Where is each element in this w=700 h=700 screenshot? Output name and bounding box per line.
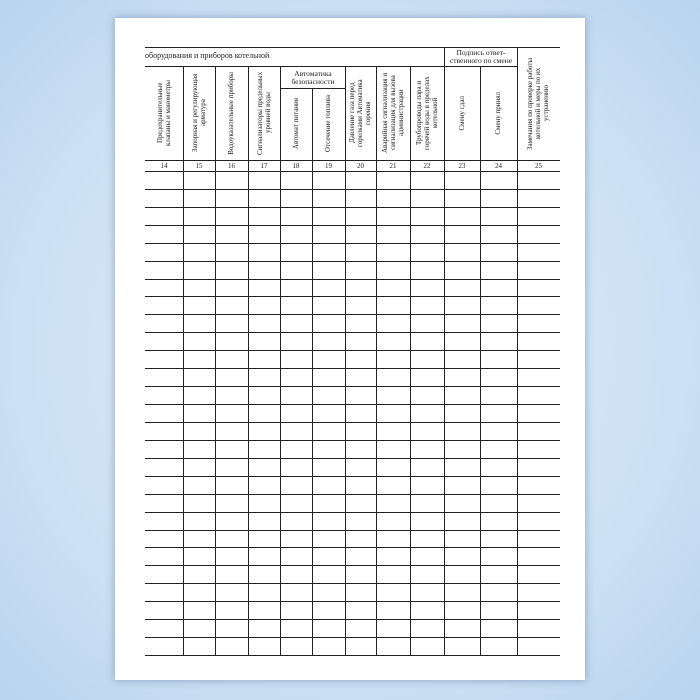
column-divider: [183, 66, 184, 655]
table-row: [145, 565, 560, 567]
column-header: Сигнализаторы предельных уровней воды: [248, 70, 280, 156]
column-header-label: Запорная и регулирующая арматура: [190, 73, 207, 153]
table-row: [145, 404, 560, 406]
table-row: [145, 529, 560, 531]
table-row: [145, 296, 560, 298]
column-number: 18: [292, 162, 300, 170]
column-number: 22: [423, 162, 431, 170]
table-top-border: [145, 47, 560, 48]
column-header: Предохранительные клапаны и манометры: [145, 70, 183, 156]
title-underline: [145, 66, 444, 67]
table-row: [145, 493, 560, 495]
column-number: 21: [389, 162, 397, 170]
column-header: Автомат питания: [280, 92, 312, 156]
table-title: оборудования и приборов котельной: [145, 51, 270, 60]
journal-page: оборудования и приборов котельной Автома…: [115, 18, 585, 680]
column-number: 19: [325, 162, 332, 170]
table-row: [145, 206, 560, 208]
group-header-signature: Подпись ответ-ственного по смене: [449, 48, 513, 66]
column-number: 24: [495, 162, 502, 170]
column-divider: [410, 66, 411, 655]
column-header-label: Предохранительные клапаны и манометры: [155, 80, 172, 146]
column-divider: [444, 47, 445, 655]
column-divider: [376, 66, 377, 655]
table-row: [145, 511, 560, 513]
table-row: [145, 421, 560, 423]
column-header: Отсечение топлива: [312, 92, 345, 156]
table-row: [145, 314, 560, 316]
column-header-label: Трубопроводы пара и горячей воды в преде…: [414, 76, 440, 150]
column-divider: [280, 66, 281, 655]
table-row: [145, 619, 560, 621]
column-number: 15: [195, 162, 203, 170]
table-row: [145, 655, 560, 656]
header-bottom-line: [145, 160, 560, 161]
column-header-label: Водоуказательные приборы: [227, 71, 236, 155]
column-divider: [345, 66, 346, 655]
column-header-label: Смену принял: [494, 91, 503, 135]
table-row: [145, 547, 560, 549]
table-row: [145, 350, 560, 352]
column-header-label: Замечания по проверке работы котельной и…: [526, 57, 551, 150]
column-header: Трубопроводы пара и горячей воды в преде…: [410, 70, 444, 156]
column-number: 17: [260, 162, 268, 170]
column-number: 14: [160, 162, 168, 170]
table-row: [145, 188, 560, 190]
column-header-label: Отсечение топлива: [324, 95, 333, 153]
column-header: Смену сдал: [444, 70, 480, 156]
table-row: [145, 637, 560, 639]
column-divider: [480, 66, 481, 655]
column-divider: [517, 47, 518, 655]
column-header-label: Аварийная сигнализация и сигнализация дл…: [380, 72, 406, 154]
column-divider: [248, 66, 249, 655]
column-header-label: Автомат питания: [291, 98, 300, 150]
table-row: [145, 583, 560, 585]
column-header: Смену принял: [480, 70, 517, 156]
table-row: [145, 224, 560, 226]
table-row: [145, 278, 560, 280]
column-header: Давление газа перед горелками Автоматика…: [345, 70, 376, 156]
column-number: 23: [458, 162, 466, 170]
table-row: [145, 332, 560, 334]
table-row: [145, 242, 560, 244]
column-header: Замечания по проверке работы котельной и…: [517, 51, 560, 156]
column-header: Аварийная сигнализация и сигнализация дл…: [376, 70, 410, 156]
column-header-label: Давление газа перед горелками Автоматика…: [348, 79, 373, 147]
column-header-label: Смену сдал: [457, 95, 466, 131]
table-row: [145, 601, 560, 603]
table-row: [145, 439, 560, 441]
table-row: [145, 475, 560, 477]
table-row: [145, 457, 560, 459]
table-row: [145, 368, 560, 370]
column-header: Водоуказательные приборы: [215, 70, 248, 156]
table-row: [145, 260, 560, 262]
column-header-label: Сигнализаторы предельных уровней воды: [255, 71, 272, 155]
column-number: 25: [535, 162, 542, 170]
group-header-automation: Автоматика безопасности: [291, 69, 335, 87]
number-row-line: [145, 171, 560, 172]
column-number: 16: [228, 162, 235, 170]
column-divider: [312, 88, 313, 655]
table-row: [145, 386, 560, 388]
column-number: 20: [357, 162, 364, 170]
column-header: Запорная и регулирующая арматура: [183, 70, 215, 156]
column-divider: [215, 66, 216, 655]
